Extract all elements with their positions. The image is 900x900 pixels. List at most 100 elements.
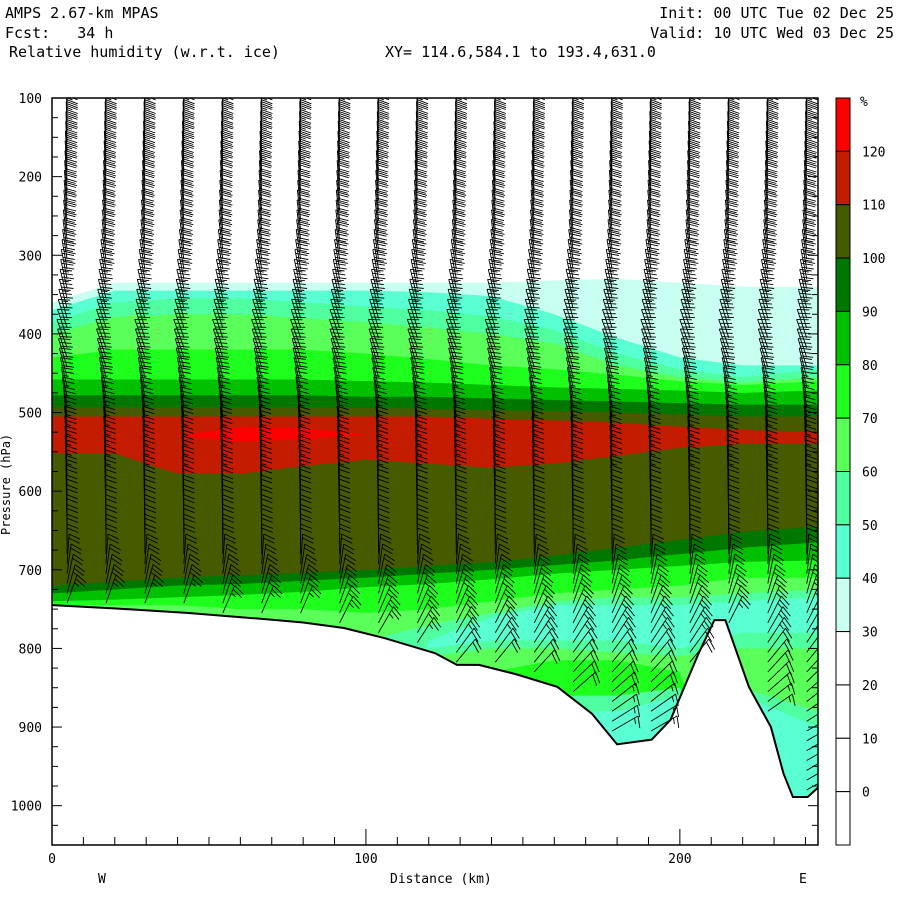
wind-barb (105, 553, 123, 584)
wind-barb (297, 160, 311, 191)
wind-barb (689, 574, 710, 604)
wind-barb (455, 617, 480, 643)
wind-barb (602, 328, 618, 358)
wind-barb (571, 120, 584, 152)
colorbar-label: 40 (862, 572, 878, 587)
wind-barb (650, 606, 674, 633)
wind-barb (686, 395, 700, 427)
wind-barb (767, 627, 793, 653)
wind-barb (491, 189, 506, 220)
wind-barb (687, 140, 701, 171)
wind-barb (97, 347, 113, 378)
wind-barb (105, 533, 119, 564)
wind-barb (413, 209, 427, 240)
wind-barb (806, 763, 818, 771)
wind-barb (411, 239, 427, 270)
wind-barb (63, 199, 77, 230)
wind-barb (797, 338, 813, 368)
wind-barb (337, 120, 351, 152)
wind-barb (183, 553, 201, 584)
wind-barb (804, 425, 817, 456)
y-tick-label: 1000 (11, 800, 42, 815)
wind-barb (531, 169, 545, 201)
wind-barb (609, 405, 622, 437)
wind-barb (414, 415, 428, 446)
wind-barb (414, 169, 428, 201)
wind-barb (679, 318, 695, 348)
wind-barb (686, 179, 700, 211)
wind-barb (568, 229, 583, 260)
wind-barb (765, 425, 778, 456)
wind-barb (492, 425, 506, 456)
wind-barb (58, 347, 74, 378)
wind-barb (767, 595, 790, 624)
wind-barb (806, 692, 818, 702)
wind-barb (492, 169, 506, 201)
wind-barb (336, 405, 350, 437)
wind-barb (406, 318, 423, 348)
wind-barb (416, 523, 429, 555)
wind-barb (335, 209, 350, 240)
wind-barb (261, 533, 275, 564)
wind-barb (61, 239, 76, 270)
wind-barb (335, 199, 350, 230)
wind-barb (105, 564, 124, 594)
wind-barb (455, 574, 476, 604)
wind-barb (66, 533, 81, 564)
wind-barb (687, 130, 701, 161)
wind-barb (415, 110, 429, 142)
wind-barb (256, 239, 271, 270)
rh-region-120 (52, 426, 818, 442)
wind-barb (679, 328, 695, 358)
wind-barb (806, 574, 818, 604)
wind-barb (414, 160, 428, 191)
colorbar-label: 10 (862, 732, 878, 747)
wind-barb (102, 179, 116, 211)
wind-barb (764, 179, 778, 211)
wind-barb (417, 617, 442, 643)
wind-barb (530, 199, 544, 230)
wind-barb (725, 160, 740, 191)
wind-barb (337, 425, 350, 456)
wind-barb (222, 533, 236, 564)
wind-barb (222, 564, 241, 594)
wind-barb (376, 140, 389, 171)
wind-barb (455, 553, 473, 584)
wind-barb (300, 564, 319, 594)
wind-barb (647, 189, 661, 220)
wind-barb (183, 543, 199, 574)
wind-barb (214, 347, 230, 378)
wind-barb (300, 574, 320, 604)
wind-barb (611, 715, 641, 732)
wind-barb (412, 219, 427, 250)
wind-barb (219, 189, 233, 220)
wind-barb (455, 638, 482, 663)
wind-barb (63, 169, 78, 201)
wind-barb (758, 338, 774, 368)
wind-barb (222, 543, 238, 574)
wind-barb (531, 425, 544, 456)
field-name: Relative humidity (w.r.t. ice) (9, 43, 280, 61)
wind-barb (608, 199, 622, 230)
wind-barb (454, 120, 468, 152)
wind-barb (487, 347, 502, 378)
wind-barb (104, 100, 117, 132)
wind-barb (606, 239, 621, 270)
colorbar-box (835, 417, 851, 472)
wind-barb (374, 209, 388, 240)
wind-barb (337, 130, 351, 161)
wind-barb (298, 140, 312, 171)
wind-barb (178, 376, 192, 407)
wind-barb (452, 199, 466, 230)
wind-barb (805, 110, 818, 142)
wind-barb (533, 533, 548, 564)
wind-barb (494, 523, 507, 555)
wind-barb (181, 415, 194, 446)
wind-barb (490, 229, 505, 260)
wind-barb (339, 564, 358, 594)
wind-barb (494, 606, 519, 633)
wind-barb (408, 338, 424, 368)
wind-barb (64, 140, 78, 171)
wind-barb (57, 328, 73, 358)
wind-barb (609, 130, 623, 161)
